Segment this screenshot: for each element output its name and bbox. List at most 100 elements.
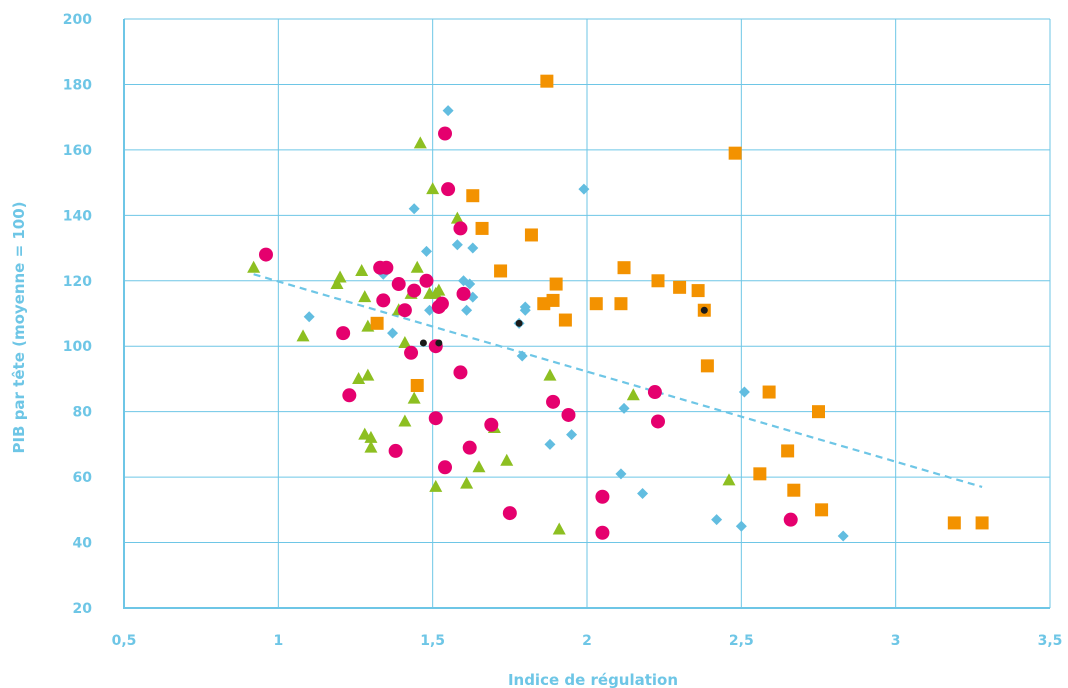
- triangle-point: [333, 270, 347, 283]
- triangle-point: [398, 335, 412, 348]
- triangle-point: [364, 430, 378, 443]
- circle-point: [397, 303, 412, 318]
- circle-point: [342, 388, 357, 403]
- triangle-point: [552, 522, 566, 535]
- triangle-point: [358, 290, 372, 303]
- square-point: [494, 264, 508, 278]
- circle-point: [428, 411, 443, 426]
- y-tick-label: 80: [73, 405, 93, 421]
- diamond-point: [566, 429, 578, 441]
- y-tick-label: 200: [63, 12, 92, 28]
- y-tick-label: 60: [73, 470, 93, 486]
- x-tick-label: 3,5: [1038, 633, 1063, 649]
- square-point: [762, 385, 776, 399]
- square-point: [815, 503, 829, 517]
- points-layer: [247, 74, 989, 542]
- square-point: [753, 467, 767, 481]
- diamond-point: [461, 304, 473, 316]
- triangle-point: [407, 391, 421, 404]
- triangle-point: [330, 277, 344, 290]
- square-point: [370, 316, 384, 330]
- circle-point: [650, 414, 665, 429]
- square-point: [691, 284, 705, 298]
- square-point: [651, 274, 665, 288]
- trend-layer: [253, 273, 983, 488]
- triangle-point: [543, 368, 557, 381]
- triangle-point: [426, 182, 440, 195]
- triangle-point: [398, 414, 412, 427]
- x-tick-label: 1: [273, 633, 283, 649]
- triangle-point: [626, 388, 640, 401]
- circle-point: [647, 385, 662, 400]
- triangle-point: [432, 283, 446, 296]
- circle-point: [595, 525, 610, 540]
- circle-point: [258, 247, 273, 262]
- triangle-point: [296, 329, 310, 342]
- triangle-point: [429, 479, 443, 492]
- square-point: [617, 261, 631, 275]
- square-point: [558, 313, 572, 327]
- x-axis-title: Indice de régulation: [508, 671, 678, 688]
- square-point: [524, 228, 538, 242]
- diamond-point: [442, 105, 454, 117]
- diamond-point: [544, 438, 556, 450]
- diamond-point: [464, 278, 476, 290]
- circle-point: [456, 286, 471, 301]
- diamond-point: [451, 239, 463, 251]
- triangle-point: [413, 136, 427, 149]
- circle-point: [484, 417, 499, 432]
- diamond-point: [516, 350, 528, 362]
- x-tick-label: 2: [582, 633, 592, 649]
- circle-point: [379, 260, 394, 275]
- circle-point: [434, 296, 449, 311]
- axis-layer: 20 40 60 80 100 120 140 160 180 200 0,5 1 1,5 2 2,5 3 3,…: [63, 12, 1063, 649]
- x-tick-label: 1,5: [420, 633, 445, 649]
- triangle-point: [352, 371, 366, 384]
- triangle-point: [460, 476, 474, 489]
- diamond-point: [420, 245, 432, 257]
- square-point: [947, 516, 961, 530]
- triangle-point: [361, 368, 375, 381]
- triangle-point: [410, 260, 424, 273]
- circle-point: [438, 460, 453, 475]
- circle-point: [453, 365, 468, 380]
- diamond-point: [519, 301, 531, 313]
- circle-point: [441, 182, 456, 197]
- triangle-point: [450, 211, 464, 224]
- circle-point: [783, 512, 798, 527]
- square-point: [549, 277, 563, 291]
- y-tick-label: 40: [73, 536, 93, 552]
- trend-line: [253, 273, 983, 488]
- square-point: [589, 297, 603, 311]
- square-point: [546, 293, 560, 307]
- y-tick-label: 100: [63, 339, 92, 355]
- square-point: [787, 483, 801, 497]
- black-dot-point: [419, 339, 427, 347]
- square-point: [728, 146, 742, 160]
- circle-point: [391, 277, 406, 292]
- diamond-point: [467, 242, 479, 254]
- black-dot-point: [435, 339, 443, 347]
- diamond-point: [837, 530, 849, 542]
- circle-point: [404, 345, 419, 360]
- triangle-point: [355, 263, 369, 276]
- circle-point: [407, 283, 422, 298]
- circle-point: [595, 489, 610, 504]
- circle-point: [453, 221, 468, 236]
- circle-point: [561, 407, 576, 422]
- triangle-point: [500, 453, 514, 466]
- triangle-point: [722, 473, 736, 486]
- diamond-point: [618, 402, 630, 414]
- diamond-point: [387, 327, 399, 339]
- y-tick-label: 120: [63, 274, 92, 290]
- diamond-point: [578, 183, 590, 195]
- y-tick-label: 160: [63, 143, 92, 159]
- square-point: [700, 359, 714, 373]
- y-tick-label: 180: [63, 77, 92, 93]
- y-tick-label: 140: [63, 208, 92, 224]
- grid-layer: [124, 18, 1051, 608]
- square-point: [812, 405, 825, 419]
- x-tick-label: 0,5: [112, 633, 137, 649]
- circle-point: [419, 273, 434, 288]
